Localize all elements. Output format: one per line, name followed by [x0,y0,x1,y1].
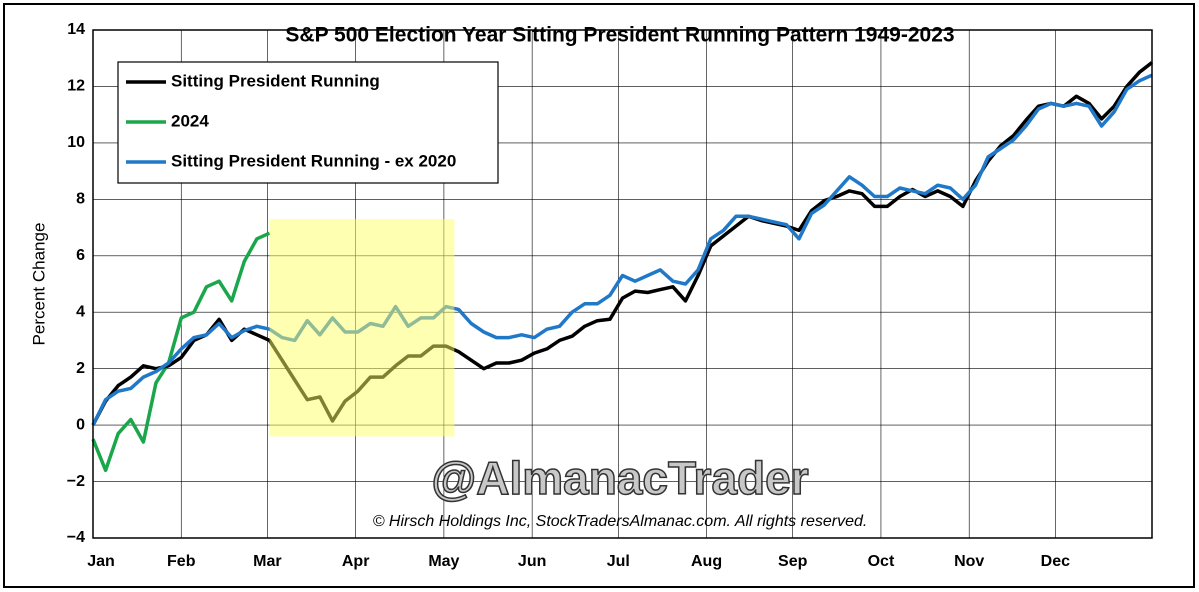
series-line [91,231,271,473]
y-tick-label: 12 [67,78,85,95]
legend: Sitting President Running 2024 Sitting Pre… [117,61,499,184]
y-tick-label: −2 [67,473,85,490]
y-tick-label: 8 [76,191,85,208]
legend-label: 2024 [171,111,209,130]
x-tick-label: Sep [778,553,808,570]
x-tick-label: Jun [518,553,546,570]
x-tick-label: May [428,553,459,570]
x-tick-label: Aug [691,553,722,570]
x-tick-label: Jan [87,553,115,570]
y-tick-label: 14 [67,21,85,38]
x-tick-label: Oct [868,553,895,570]
y-tick-label: 4 [76,303,85,320]
x-tick-label: Feb [167,553,196,570]
x-tick-label: Dec [1041,553,1070,570]
legend-label: Sitting President Running [171,71,380,90]
highlight-region [269,219,455,437]
y-tick-label: 0 [76,416,85,433]
chart-title: S&P 500 Election Year Sitting President … [285,24,954,47]
watermark: @AlmanacTrader [431,452,808,504]
y-tick-label: 6 [76,247,85,264]
y-axis-label: Percent Change [29,223,48,346]
y-tick-label: 2 [76,360,85,377]
x-tick-label: Nov [954,553,984,570]
legend-label: Sitting President Running - ex 2020 [171,151,456,170]
lines [91,61,1154,473]
plot-frame [92,29,1153,539]
copyright: © Hirsch Holdings Inc, StockTradersAlman… [373,513,868,530]
legend-box [117,61,499,184]
x-tick-label: Mar [253,553,281,570]
x-tick-label: Apr [342,553,370,570]
x-tick-label: Jul [607,553,630,570]
y-tick-label: −4 [67,529,85,546]
y-tick-label: 10 [67,134,85,151]
